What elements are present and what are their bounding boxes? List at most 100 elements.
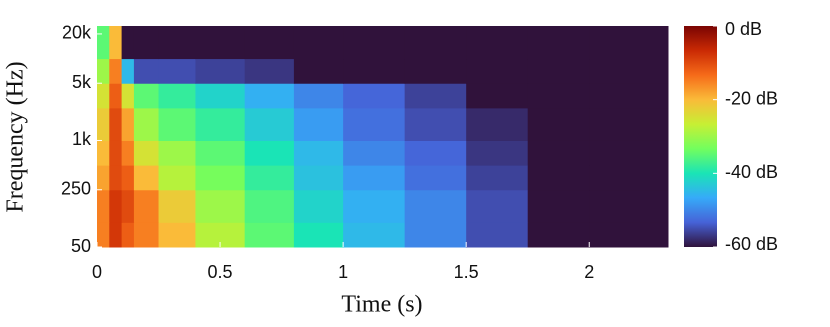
- spectrogram-cell: [109, 107, 123, 141]
- spectrogram-cell: [293, 26, 344, 60]
- spectrogram-cell: [109, 58, 123, 84]
- spectrogram-cell: [195, 165, 246, 191]
- spectrogram-cell: [121, 222, 135, 248]
- y-tick-label: 1k: [72, 129, 92, 149]
- spectrogram-cell: [195, 26, 246, 60]
- y-tick-label: 250: [61, 179, 91, 199]
- x-tick-label: 1.5: [454, 262, 479, 282]
- spectrogram-cell: [109, 140, 123, 166]
- spectrogram-cell: [244, 140, 295, 166]
- spectrogram-cell: [158, 140, 196, 166]
- spectrogram-cell: [97, 83, 110, 109]
- spectrogram-cell: [109, 26, 123, 60]
- spectrogram-cell: [109, 165, 123, 191]
- spectrogram-cell: [158, 107, 196, 141]
- spectrogram-cell: [133, 222, 160, 248]
- spectrogram-cell: [109, 189, 123, 223]
- spectrogram-cell: [466, 58, 529, 84]
- spectrogram-cell: [404, 107, 467, 141]
- spectrogram-cell: [404, 26, 467, 60]
- spectrogram-cell: [121, 107, 135, 141]
- spectrogram-cell: [527, 189, 590, 223]
- spectrogram-cell: [133, 189, 160, 223]
- spectrogram-cell: [343, 26, 406, 60]
- spectrogram-cell: [97, 58, 110, 84]
- spectrogram-cell: [293, 140, 344, 166]
- spectrogram-cell: [97, 165, 110, 191]
- spectrogram-cell: [589, 140, 669, 166]
- spectrogram-cell: [121, 189, 135, 223]
- spectrogram-cell: [121, 58, 135, 84]
- spectrogram-cell: [293, 83, 344, 109]
- colorbar-tick-label: -20 dB: [725, 88, 778, 108]
- spectrogram-cell: [121, 165, 135, 191]
- spectrogram-cell: [133, 26, 160, 60]
- spectrogram-cell: [195, 189, 246, 223]
- spectrogram-cell: [466, 26, 529, 60]
- spectrogram-cell: [158, 222, 196, 248]
- spectrogram-cell: [343, 83, 406, 109]
- spectrogram-cell: [589, 189, 669, 223]
- spectrogram-cell: [293, 189, 344, 223]
- spectrogram-cell: [158, 189, 196, 223]
- spectrogram-cell: [527, 58, 590, 84]
- x-tick-label: 0: [92, 262, 102, 282]
- spectrogram-cell: [404, 222, 467, 248]
- spectrogram-cell: [97, 26, 110, 60]
- spectrogram-cell: [244, 165, 295, 191]
- spectrogram-cell: [466, 83, 529, 109]
- spectrogram-cell: [589, 26, 669, 60]
- spectrogram-cell: [158, 83, 196, 109]
- spectrogram-cell: [343, 189, 406, 223]
- spectrogram-cell: [133, 140, 160, 166]
- x-axis-title: Time (s): [341, 292, 422, 318]
- spectrogram-cell: [244, 189, 295, 223]
- spectrogram-cell: [466, 189, 529, 223]
- spectrogram-cell: [158, 26, 196, 60]
- spectrogram-cell: [404, 189, 467, 223]
- x-tick-label: 0.5: [208, 262, 233, 282]
- spectrogram-cell: [404, 140, 467, 166]
- spectrogram-cell: [121, 83, 135, 109]
- y-axis-title: Frequency (Hz): [3, 61, 29, 212]
- spectrogram-cell: [293, 165, 344, 191]
- spectrogram-cell: [466, 165, 529, 191]
- spectrogram-cell: [589, 83, 669, 109]
- spectrogram-cell: [589, 165, 669, 191]
- spectrogram-cell: [527, 83, 590, 109]
- spectrogram-cell: [404, 58, 467, 84]
- spectrogram-cell: [97, 140, 110, 166]
- y-tick-label: 20k: [62, 23, 92, 43]
- colorbar-tick-label: -40 dB: [725, 162, 778, 182]
- spectrogram-cell: [133, 107, 160, 141]
- spectrogram-cell: [109, 83, 123, 109]
- spectrogram-cell: [97, 189, 110, 223]
- spectrogram-cell: [293, 107, 344, 141]
- spectrogram-cell: [133, 58, 160, 84]
- spectrogram-cell: [158, 58, 196, 84]
- spectrogram-cell: [195, 140, 246, 166]
- spectrogram-cell: [133, 83, 160, 109]
- spectrogram-cell: [195, 107, 246, 141]
- x-tick-label: 1: [338, 262, 348, 282]
- spectrogram-cell: [527, 26, 590, 60]
- colorbar: [684, 26, 717, 247]
- x-tick-label: 2: [584, 262, 594, 282]
- spectrogram-cell: [195, 58, 246, 84]
- spectrogram-cell: [133, 165, 160, 191]
- spectrogram-cell: [589, 222, 669, 248]
- spectrogram-cell: [527, 222, 590, 248]
- spectrogram-cell: [195, 83, 246, 109]
- y-tick-label: 5k: [72, 72, 92, 92]
- spectrogram-cell: [589, 58, 669, 84]
- spectrogram-cell: [293, 222, 344, 248]
- spectrogram-cell: [343, 222, 406, 248]
- spectrogram-cell: [527, 107, 590, 141]
- spectrogram-cell: [244, 58, 295, 84]
- colorbar-tick-label: -60 dB: [725, 234, 778, 254]
- spectrogram-cell: [244, 107, 295, 141]
- spectrogram-cell: [244, 26, 295, 60]
- spectrogram-cell: [244, 222, 295, 248]
- spectrogram-cell: [404, 83, 467, 109]
